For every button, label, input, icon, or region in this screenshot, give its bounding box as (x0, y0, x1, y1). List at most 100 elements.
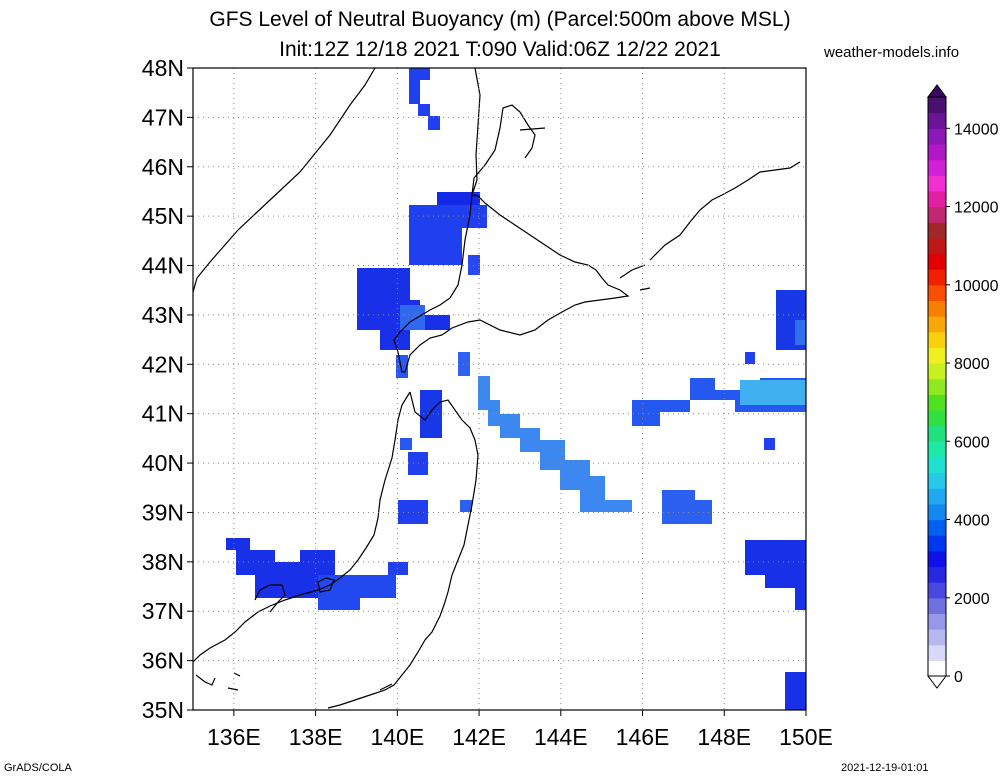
buoyancy-cell-24 (785, 672, 806, 710)
buoyancy-cell-15 (388, 562, 408, 575)
buoyancy-cell-25 (409, 68, 430, 104)
buoyancy-cell-2 (468, 255, 480, 275)
buoyancy-cell-21 (764, 438, 775, 450)
colorbar-segment (928, 644, 946, 661)
lat-tick-label: 45N (142, 203, 184, 229)
lat-tick-label: 36N (142, 648, 184, 674)
buoyancy-cell-20 (745, 352, 755, 364)
colorbar-segment (928, 582, 946, 599)
colorbar-segment (928, 472, 946, 489)
colorbar-segment (928, 535, 946, 552)
buoyancy-cell-17 (740, 380, 806, 405)
generation-timestamp: 2021-12-19-01:01 (841, 762, 929, 774)
colorbar-tick-label: 14000 (954, 121, 999, 138)
coastline-sakhalin (471, 67, 546, 196)
colorbar-segment (928, 425, 946, 442)
buoyancy-cell-0 (409, 205, 487, 265)
colorbar-segment (928, 394, 946, 411)
colorbar-segment (928, 629, 946, 646)
lat-tick-label: 43N (142, 302, 184, 328)
colorbar-segment (928, 347, 946, 364)
lat-tick-label: 41N (142, 401, 184, 427)
colorbar-segment (928, 331, 946, 348)
lon-tick-label: 146E (616, 724, 670, 750)
colorbar-segment (928, 300, 946, 317)
lon-tick-label: 140E (370, 724, 424, 750)
coastline-kurils (619, 161, 801, 291)
colorbar-min-arrow (927, 675, 947, 689)
colorbar-tick-label: 12000 (954, 200, 999, 217)
colorbar-segment (928, 503, 946, 521)
buoyancy-cell-12 (460, 500, 472, 512)
lon-tick-label: 138E (289, 724, 343, 750)
lat-tick-label: 46N (142, 154, 184, 180)
colorbar-tick-label: 4000 (954, 513, 990, 530)
map-subtitle: Init:12Z 12/18 2021 T:090 Valid:06Z 12/2… (279, 38, 721, 61)
colorbar-segment (928, 409, 946, 427)
coastline-mainland (192, 67, 376, 293)
coastline-sado (317, 577, 335, 593)
buoyancy-cell-27 (428, 116, 440, 130)
coastline-noto (254, 584, 286, 613)
lon-tick-label: 144E (534, 724, 588, 750)
colorbar-segment (928, 206, 946, 223)
colorbar-segment (928, 190, 946, 208)
lat-tick-label: 39N (142, 499, 184, 525)
colorbar-max-arrow (927, 84, 947, 98)
source-site-label: weather-models.info (824, 44, 960, 61)
colorbar-tick-label: 2000 (954, 591, 990, 608)
colorbar-segment (928, 488, 946, 505)
colorbar-segment (928, 97, 946, 114)
buoyancy-cell-26 (418, 104, 430, 116)
colorbar-segment (928, 566, 946, 583)
coastline-hokkaido (393, 194, 630, 373)
colorbar-segment (928, 175, 946, 192)
lon-tick-label: 148E (697, 724, 751, 750)
colorbar-segment (928, 112, 946, 129)
coastline-honshu (192, 391, 479, 709)
map-title: GFS Level of Neutral Buoyancy (m) (Parce… (209, 8, 791, 31)
buoyancy-cell-9 (400, 438, 412, 450)
lon-tick-label: 142E (452, 724, 506, 750)
colorbar-segment (928, 222, 946, 239)
software-credit: GrADS/COLA (4, 762, 72, 774)
colorbar-segment (928, 253, 946, 270)
lat-tick-label: 40N (142, 450, 184, 476)
buoyancy-cell-4 (400, 305, 425, 330)
colorbar-segment (928, 316, 946, 333)
lat-tick-label: 38N (142, 549, 184, 575)
colorbar-frame (927, 96, 947, 677)
coastline-layer (192, 67, 801, 709)
coastline-islands (195, 672, 393, 691)
colorbar-segment (928, 456, 946, 474)
colorbar-segment (928, 519, 946, 536)
colorbar-segment (928, 269, 946, 286)
colorbar-segment (928, 613, 946, 630)
colorbar-segment (928, 441, 946, 458)
lat-tick-label: 47N (142, 104, 184, 130)
lat-tick-label: 48N (142, 55, 184, 81)
colorbar: 0 2000 4000 6000 8000 10000 12000 14000 (927, 84, 999, 689)
lon-tick-label: 136E (207, 724, 261, 750)
buoyancy-cell-13 (226, 538, 335, 598)
colorbar-tick-label: 10000 (954, 278, 999, 295)
colorbar-segment (928, 378, 946, 395)
colorbar-segment (928, 597, 946, 615)
buoyancy-cell-19 (795, 320, 806, 345)
buoyancy-cell-8 (478, 376, 632, 512)
lat-tick-label: 42N (142, 351, 184, 377)
buoyancy-cell-7 (420, 390, 442, 438)
colorbar-segment (928, 660, 946, 677)
lat-tick-label: 44N (142, 253, 184, 279)
colorbar-segment (928, 143, 946, 161)
buoyancy-cell-23 (745, 540, 806, 610)
colorbar-segment (928, 159, 946, 176)
colorbar-segment (928, 128, 946, 145)
lon-tick-label: 150E (779, 724, 833, 750)
colorbar-segment (928, 237, 946, 255)
buoyancy-cell-14 (318, 575, 396, 610)
colorbar-segment (928, 284, 946, 302)
colorbar-segment (928, 363, 946, 380)
colorbar-tick-label: 0 (954, 669, 963, 686)
